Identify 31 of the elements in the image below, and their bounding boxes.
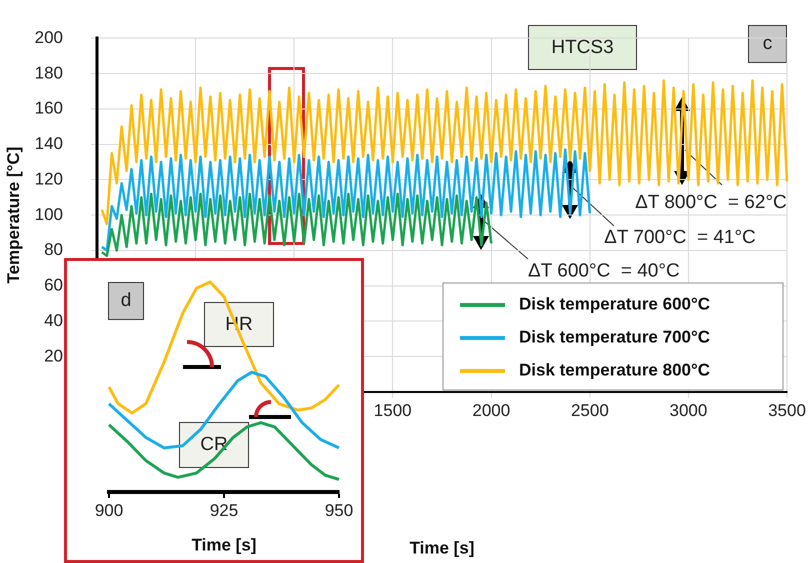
annotation: ΔT 600°C = 40°C xyxy=(528,260,680,282)
x-axis-title: Time [s] xyxy=(192,535,256,554)
legend-label: Disk temperature 800°C xyxy=(519,360,710,380)
legend-label: Disk temperature 600°C xyxy=(519,294,710,314)
y-tick-label: 20 xyxy=(44,346,63,366)
annotation: ΔT 800°C = 62°C xyxy=(635,192,787,214)
y-tick-label: 160 xyxy=(34,98,63,118)
x-axis-title: Time [s] xyxy=(410,538,474,558)
y-tick-label: 80 xyxy=(44,240,63,260)
x-tick-label: 2500 xyxy=(570,400,609,420)
legend-label: Disk temperature 700°C xyxy=(519,328,710,347)
y-tick-label: 60 xyxy=(44,276,63,295)
annotation: c xyxy=(748,25,787,63)
annotation: CR xyxy=(179,422,249,468)
y-tick-label: 40 xyxy=(44,310,63,330)
x-tick-label: 900 xyxy=(94,500,124,520)
annotation: ΔT 700°C = 41°C xyxy=(604,226,756,248)
annotation: HTCS3 xyxy=(528,25,637,70)
x-tick-label: 3000 xyxy=(670,400,708,420)
y-tick-label: 180 xyxy=(34,63,63,82)
y-tick-label: 100 xyxy=(34,204,63,224)
y-tick-label: 200 xyxy=(34,28,63,47)
x-tick-label: 1500 xyxy=(374,400,412,420)
annotation: d xyxy=(108,282,144,320)
y-axis-title: Temperature [°C] xyxy=(4,146,23,284)
x-tick-label: 950 xyxy=(324,500,354,520)
x-tick-label: 2000 xyxy=(472,400,510,420)
x-tick-label: 3500 xyxy=(768,400,806,420)
x-tick-label: 925 xyxy=(210,500,238,520)
y-tick-label: 140 xyxy=(34,134,63,154)
y-tick-label: 120 xyxy=(34,169,63,188)
